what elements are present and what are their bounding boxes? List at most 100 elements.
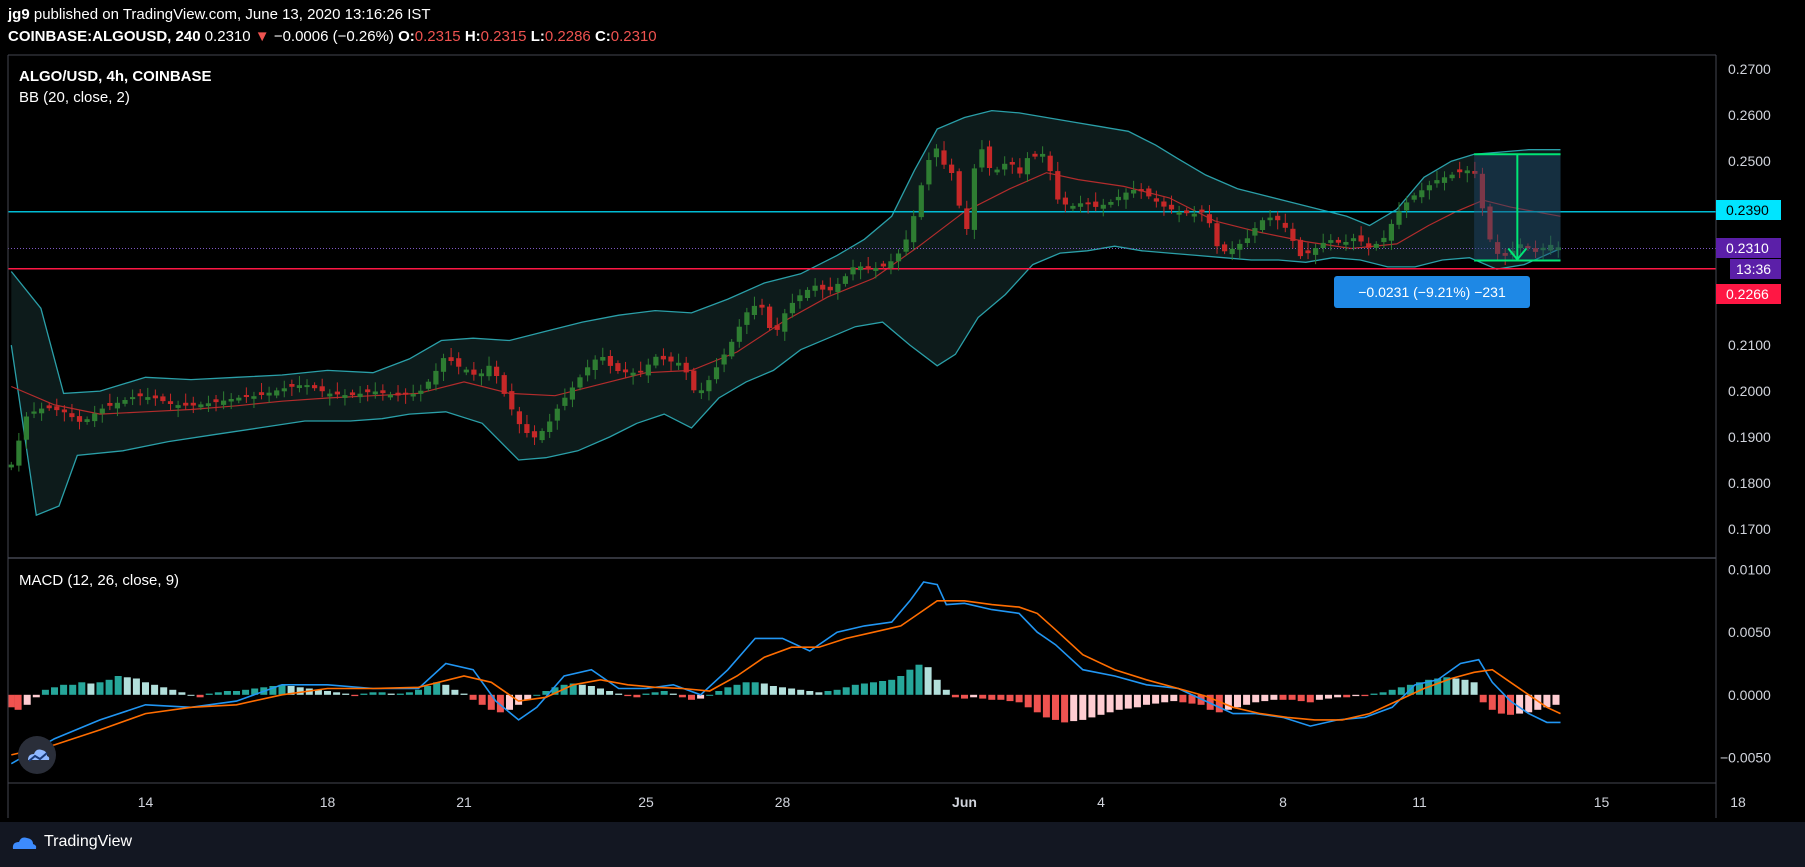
candle-body xyxy=(1017,167,1023,174)
macd-histogram-bar xyxy=(1152,694,1160,704)
candle-body xyxy=(334,391,340,395)
macd-histogram-bar xyxy=(924,667,932,695)
macd-histogram-bar xyxy=(788,688,796,695)
candle-body xyxy=(1434,180,1440,184)
macd-histogram-bar xyxy=(451,689,459,695)
candle-body xyxy=(1419,190,1425,198)
candle-body xyxy=(827,286,833,291)
macd-histogram-bar xyxy=(678,694,686,698)
candle-body xyxy=(638,370,644,373)
macd-histogram-bar xyxy=(842,687,850,695)
macd-histogram-bar xyxy=(424,686,432,695)
macd-histogram-bar xyxy=(742,682,750,695)
candle-body xyxy=(698,390,704,394)
macd-histogram-bar xyxy=(1115,694,1123,710)
candle-body xyxy=(979,149,985,168)
date-tick-label: 28 xyxy=(775,794,791,810)
candle-body xyxy=(615,363,621,371)
candle-body xyxy=(729,341,735,357)
candle-body xyxy=(1176,211,1182,215)
candle-body xyxy=(713,367,720,380)
candle-body xyxy=(1525,246,1531,249)
macd-histogram-bar xyxy=(1479,694,1487,703)
macd-histogram-bar xyxy=(387,693,395,695)
macd-histogram-bar xyxy=(551,687,559,695)
macd-histogram-bar xyxy=(724,687,732,695)
macd-histogram-bar xyxy=(633,694,641,698)
candle-body xyxy=(380,390,386,394)
candle-body xyxy=(971,168,977,230)
candle-body xyxy=(327,393,333,397)
candle-body xyxy=(668,356,674,362)
bb-basis-line xyxy=(11,172,1561,415)
candle-body xyxy=(84,419,90,422)
macd-histogram-bar xyxy=(442,684,450,695)
candle-body xyxy=(1153,198,1159,202)
measure-tool[interactable] xyxy=(1474,153,1561,262)
date-tick-label: 14 xyxy=(138,794,154,810)
candle-body xyxy=(1222,244,1228,252)
macd-histogram-bar xyxy=(114,676,122,695)
brand-text: TradingView xyxy=(44,833,133,850)
candle-body xyxy=(804,289,811,298)
candle-body xyxy=(562,397,568,406)
candle-body xyxy=(1495,242,1501,254)
macd-histogram-bar xyxy=(1252,694,1260,703)
measure-label: −0.0231 (−9.21%) −231 xyxy=(1358,284,1506,300)
price-chart[interactable]: 0.17000.18000.19000.20000.21000.22000.24… xyxy=(0,0,1805,822)
candle-body xyxy=(1472,171,1478,174)
macd-histogram-bar xyxy=(988,694,996,700)
macd-histogram-bar xyxy=(233,691,240,695)
macd-histogram-bar xyxy=(1434,678,1442,695)
candle-body xyxy=(1123,192,1129,200)
candle-body xyxy=(1047,155,1053,172)
macd-histogram-bar xyxy=(651,692,659,695)
macd-indicator xyxy=(7,581,1561,765)
macd-tick-label: 0.0050 xyxy=(1728,624,1771,640)
macd-histogram-bar xyxy=(769,686,777,695)
candle-body xyxy=(1441,177,1448,183)
macd-histogram-bar xyxy=(351,694,359,697)
chart-frame xyxy=(7,54,1717,818)
macd-histogram-bar xyxy=(314,689,322,695)
macd-histogram-bar xyxy=(888,679,896,695)
footer-bar xyxy=(0,822,1805,867)
candle-body xyxy=(949,164,955,173)
candle-body xyxy=(403,392,409,395)
price-tick-label: 0.1700 xyxy=(1728,521,1771,537)
macd-histogram-bar xyxy=(642,693,650,695)
candle-body xyxy=(751,305,757,315)
macd-histogram-bar xyxy=(797,689,805,695)
bb-upper-line xyxy=(10,109,1561,395)
candle-body xyxy=(835,283,841,293)
candle-body xyxy=(1002,163,1008,170)
macd-histogram-bar xyxy=(1552,694,1560,705)
macd-histogram-bar xyxy=(1170,694,1178,702)
symbol-header: COINBASE:ALGOUSD, 240 0.2310 ▼ −0.0006 (… xyxy=(8,28,657,45)
candle-body xyxy=(1517,244,1523,249)
candle-body xyxy=(865,266,871,269)
macd-histogram-bar xyxy=(1143,694,1150,705)
macd-histogram-bar xyxy=(151,684,159,695)
candle-body xyxy=(986,146,993,168)
tradingview-brand[interactable]: TradingView xyxy=(10,833,132,851)
candle-body xyxy=(251,396,257,399)
macd-histogram-bar xyxy=(169,689,177,695)
macd-histogram-bar xyxy=(970,694,978,698)
macd-histogram-bar xyxy=(96,682,104,695)
candle-body xyxy=(1464,170,1470,174)
candle-body xyxy=(1373,243,1379,248)
candle-body xyxy=(1032,153,1038,157)
macd-histogram-bar xyxy=(669,693,677,695)
candle-body xyxy=(1093,201,1099,207)
candle-body xyxy=(1396,211,1402,225)
candle-body xyxy=(1191,213,1197,217)
candle-body xyxy=(1275,215,1281,221)
macd-histogram-bar xyxy=(688,694,695,700)
candle-body xyxy=(531,431,538,438)
candle-body xyxy=(1229,248,1235,255)
candle-body xyxy=(585,367,591,376)
tradingview-cloud-badge[interactable] xyxy=(18,736,56,774)
candle-body xyxy=(956,171,962,206)
countdown-label: 13:36 xyxy=(1736,261,1771,277)
